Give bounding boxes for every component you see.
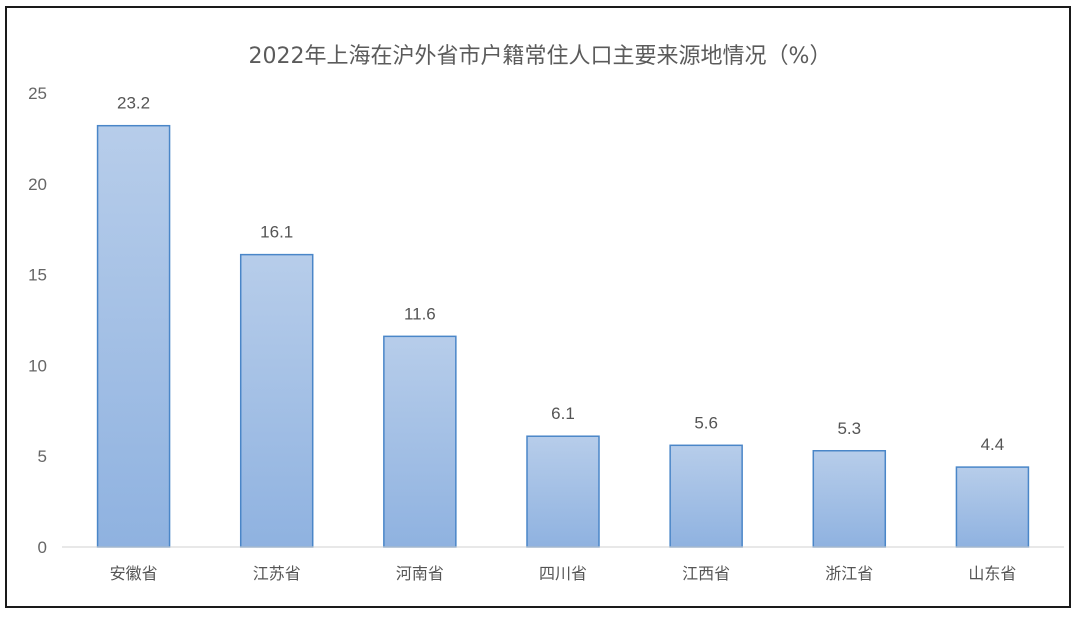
data-label-5: 5.3 xyxy=(837,419,861,438)
data-labels: 23.2 16.1 11.6 6.1 5.6 5.3 4.4 xyxy=(117,94,1004,454)
category-label-5: 浙江省 xyxy=(825,564,873,583)
bar-2 xyxy=(383,335,457,548)
chart-title: 2022年上海在沪外省市户籍常住人口主要来源地情况（%） xyxy=(248,44,832,69)
category-label-0: 安徽省 xyxy=(110,564,158,583)
data-label-3: 6.1 xyxy=(551,404,575,423)
category-labels: 安徽省 江苏省 河南省 四川省 江西省 浙江省 山东省 xyxy=(110,564,1017,583)
category-label-6: 山东省 xyxy=(968,564,1016,583)
y-axis-ticks: 0 5 10 15 20 25 xyxy=(28,84,47,557)
bar-3 xyxy=(526,435,600,548)
data-label-0: 23.2 xyxy=(117,94,150,113)
bar-5 xyxy=(812,450,887,548)
bars xyxy=(96,124,1030,548)
category-label-1: 江苏省 xyxy=(253,564,301,583)
data-label-4: 5.6 xyxy=(694,413,718,432)
category-label-3: 四川省 xyxy=(539,564,587,583)
data-label-6: 4.4 xyxy=(981,435,1005,454)
bar-0 xyxy=(96,124,171,548)
y-tick-label: 15 xyxy=(28,266,47,285)
bar-4 xyxy=(669,444,743,548)
bar-1 xyxy=(239,253,314,548)
y-tick-label: 5 xyxy=(38,447,47,466)
y-tick-label: 10 xyxy=(28,356,47,375)
y-tick-label: 20 xyxy=(28,175,47,194)
data-label-2: 11.6 xyxy=(404,304,436,323)
y-tick-label: 0 xyxy=(38,538,47,557)
y-tick-label: 25 xyxy=(28,84,47,103)
category-label-4: 江西省 xyxy=(682,564,730,583)
category-label-2: 河南省 xyxy=(396,564,444,583)
data-label-1: 16.1 xyxy=(260,223,293,242)
bar-6 xyxy=(955,466,1030,548)
